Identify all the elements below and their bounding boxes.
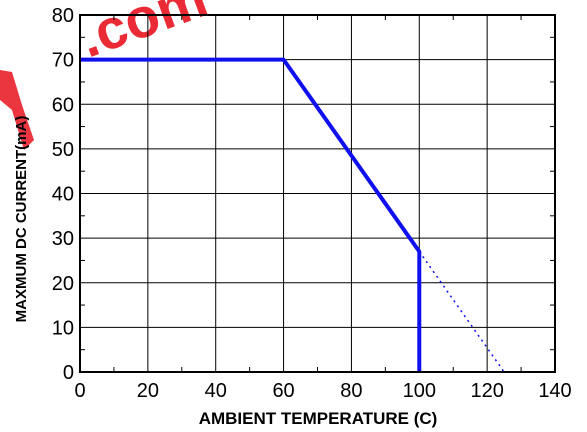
y-tick-label: 30 — [52, 228, 74, 250]
y-tick-label: 0 — [63, 362, 74, 384]
x-tick-label: 60 — [272, 380, 294, 402]
x-tick-label: 100 — [403, 380, 436, 402]
x-tick-label: 120 — [470, 380, 503, 402]
series-line-extrapolated — [418, 251, 505, 373]
x-tick-label: 40 — [205, 380, 227, 402]
y-tick-labels: 0 10 20 30 40 50 60 70 80 — [52, 5, 74, 384]
tick-marks — [80, 15, 555, 372]
y-tick-label: 60 — [52, 94, 74, 116]
y-tick-label: 70 — [52, 50, 74, 72]
watermark: .com — [0, 0, 215, 150]
y-tick-label: 20 — [52, 273, 74, 295]
x-tick-label: 80 — [340, 380, 362, 402]
x-tick-labels: 0 20 40 60 80 100 120 140 — [74, 380, 571, 402]
x-tick-label: 0 — [74, 380, 85, 402]
x-tick-label: 140 — [538, 380, 571, 402]
y-axis-title: MAXMUM DC CURRENT(mA) — [13, 116, 30, 323]
y-tick-label: 80 — [52, 5, 74, 27]
series-group — [80, 57, 505, 373]
watermark-logo-shape — [0, 70, 34, 150]
series-line-derating — [80, 57, 422, 372]
y-tick-label: 50 — [52, 139, 74, 161]
grid — [80, 15, 555, 372]
x-tick-label: 20 — [137, 380, 159, 402]
y-tick-label: 40 — [52, 184, 74, 206]
x-axis-title: AMBIENT TEMPERATURE (C) — [199, 409, 438, 428]
y-tick-label: 10 — [52, 317, 74, 339]
